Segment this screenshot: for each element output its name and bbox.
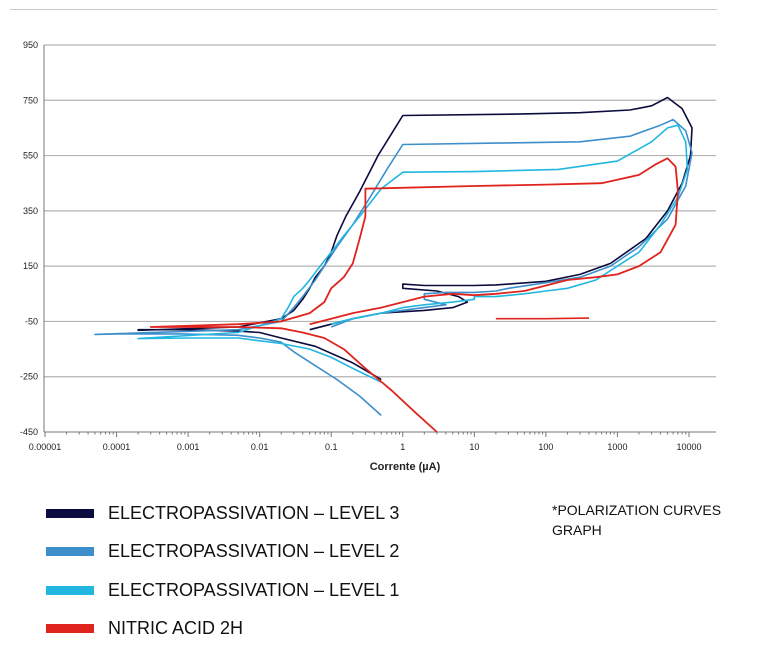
series-lines xyxy=(94,96,693,433)
legend-swatch-level-2 xyxy=(46,547,94,557)
legend-swatch-level-1 xyxy=(46,585,94,595)
polarization-chart: 950 750 550 350 150 -50 -250 -450 0.00001 0.0001 0… xyxy=(20,40,716,473)
x-axis-title: Corrente (µA) xyxy=(370,461,441,473)
legend-swatch-nitric-acid xyxy=(46,624,94,634)
y-tick-label: -250 xyxy=(20,372,38,382)
top-divider xyxy=(10,9,717,10)
axis-labels: 950 750 550 350 150 -50 -250 -450 0.00001 0.0001 0… xyxy=(20,40,702,473)
x-tick-label: 0.01 xyxy=(251,442,269,452)
series-line xyxy=(495,317,590,320)
x-tick-label: 0.001 xyxy=(177,442,200,452)
series-line xyxy=(149,157,679,433)
y-tick-label: 150 xyxy=(23,261,38,271)
legend-item: ELECTROPASSIVATION – LEVEL 3 xyxy=(46,494,399,533)
x-tick-label: 0.1 xyxy=(325,442,338,452)
legend-label: ELECTROPASSIVATION – LEVEL 2 xyxy=(108,541,400,562)
y-tick-label: -450 xyxy=(20,427,38,437)
axes xyxy=(43,45,716,437)
x-tick-label: 0.0001 xyxy=(103,442,131,452)
legend: ELECTROPASSIVATION – LEVEL 3 ELECTROPASS… xyxy=(46,494,399,648)
graph-note: *POLARIZATION CURVES GRAPH xyxy=(552,500,721,540)
legend-item: ELECTROPASSIVATION – LEVEL 1 xyxy=(46,571,399,610)
legend-label: ELECTROPASSIVATION – LEVEL 1 xyxy=(108,579,400,600)
y-tick-label: 550 xyxy=(23,151,38,161)
x-tick-label: 100 xyxy=(538,442,553,452)
legend-item: NITRIC ACID 2H xyxy=(46,610,399,649)
x-tick-label: 0.00001 xyxy=(29,442,62,452)
legend-label: NITRIC ACID 2H xyxy=(108,618,244,639)
legend-swatch-level-3 xyxy=(46,508,94,518)
x-tick-label: 1 xyxy=(400,442,405,452)
x-tick-label: 1000 xyxy=(607,442,627,452)
x-tick-label: 10 xyxy=(469,442,479,452)
x-tick-label: 10000 xyxy=(676,442,701,452)
y-tick-label: 350 xyxy=(23,206,38,216)
series-line xyxy=(137,124,689,383)
y-tick-label: 750 xyxy=(23,95,38,105)
y-tick-label: -50 xyxy=(25,316,38,326)
legend-label: ELECTROPASSIVATION – LEVEL 3 xyxy=(108,502,400,523)
series-line xyxy=(137,96,693,381)
note-line-2: GRAPH xyxy=(552,522,602,538)
y-tick-label: 950 xyxy=(23,40,38,50)
note-line-1: *POLARIZATION CURVES xyxy=(552,502,722,518)
gridlines xyxy=(44,44,716,378)
legend-item: ELECTROPASSIVATION – LEVEL 2 xyxy=(46,533,399,572)
